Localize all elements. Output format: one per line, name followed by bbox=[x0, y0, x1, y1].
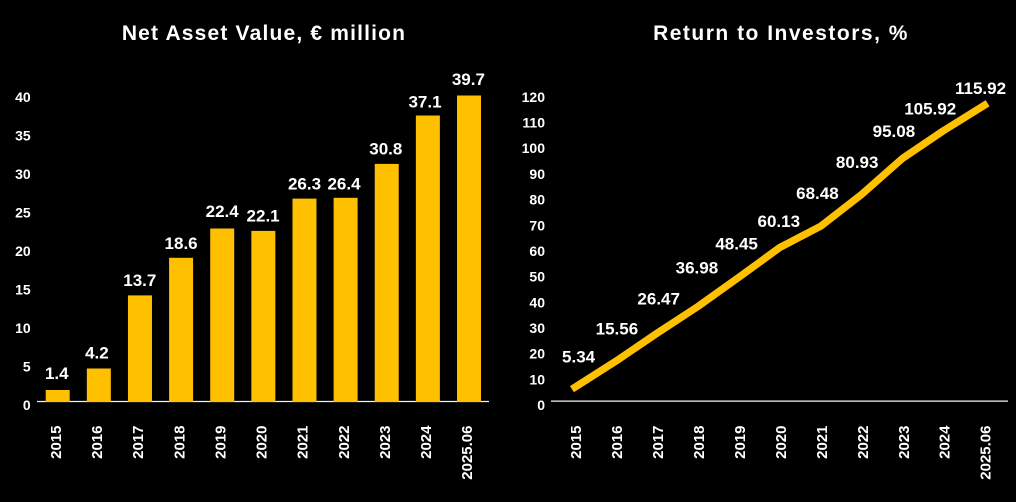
svg-text:36.98: 36.98 bbox=[676, 259, 719, 278]
svg-text:20: 20 bbox=[15, 243, 31, 259]
svg-text:2021: 2021 bbox=[295, 426, 312, 459]
svg-text:2019: 2019 bbox=[212, 426, 229, 459]
svg-text:70: 70 bbox=[529, 217, 545, 233]
svg-text:2020: 2020 bbox=[254, 426, 271, 459]
svg-text:80.93: 80.93 bbox=[836, 153, 879, 172]
svg-text:120: 120 bbox=[522, 89, 546, 105]
svg-text:0: 0 bbox=[537, 397, 545, 413]
svg-text:5.34: 5.34 bbox=[562, 347, 596, 366]
svg-text:1.4: 1.4 bbox=[45, 364, 69, 383]
svg-text:2019: 2019 bbox=[732, 426, 749, 459]
svg-text:2024: 2024 bbox=[937, 425, 954, 459]
svg-text:37.1: 37.1 bbox=[408, 92, 441, 111]
svg-text:10: 10 bbox=[529, 371, 545, 387]
svg-text:5: 5 bbox=[23, 358, 31, 374]
svg-text:2023: 2023 bbox=[896, 426, 913, 459]
svg-text:20: 20 bbox=[529, 346, 545, 362]
svg-text:15.56: 15.56 bbox=[596, 319, 639, 338]
svg-text:50: 50 bbox=[529, 269, 545, 285]
svg-text:26.3: 26.3 bbox=[288, 174, 321, 193]
svg-text:40: 40 bbox=[15, 89, 31, 105]
svg-text:2024: 2024 bbox=[418, 425, 435, 459]
svg-text:105.92: 105.92 bbox=[904, 100, 956, 119]
svg-text:25: 25 bbox=[15, 204, 31, 220]
svg-text:30.8: 30.8 bbox=[369, 140, 402, 159]
svg-text:110: 110 bbox=[522, 115, 545, 131]
svg-text:2018: 2018 bbox=[171, 426, 188, 459]
svg-text:13.7: 13.7 bbox=[123, 271, 156, 290]
svg-text:22.1: 22.1 bbox=[247, 206, 280, 225]
svg-text:26.47: 26.47 bbox=[637, 289, 680, 308]
svg-text:2017: 2017 bbox=[130, 426, 147, 459]
svg-text:2018: 2018 bbox=[691, 426, 708, 459]
svg-text:35: 35 bbox=[15, 127, 31, 143]
svg-text:2022: 2022 bbox=[336, 426, 353, 459]
svg-text:Net Asset Value, € million: Net Asset Value, € million bbox=[122, 22, 406, 45]
svg-text:2016: 2016 bbox=[89, 426, 106, 459]
svg-text:115.92: 115.92 bbox=[955, 79, 1006, 98]
svg-text:95.08: 95.08 bbox=[873, 122, 916, 141]
svg-text:100: 100 bbox=[522, 140, 546, 156]
svg-text:68.48: 68.48 bbox=[796, 184, 839, 203]
svg-text:2015: 2015 bbox=[48, 426, 65, 459]
svg-text:60: 60 bbox=[529, 243, 545, 259]
svg-text:15: 15 bbox=[15, 281, 31, 297]
svg-text:2016: 2016 bbox=[609, 426, 626, 459]
svg-text:2022: 2022 bbox=[855, 426, 872, 459]
svg-text:48.45: 48.45 bbox=[715, 234, 758, 253]
svg-text:Return to Investors, %: Return to Investors, % bbox=[653, 22, 909, 45]
svg-text:30: 30 bbox=[529, 320, 545, 336]
svg-text:2020: 2020 bbox=[773, 426, 790, 459]
svg-text:22.4: 22.4 bbox=[206, 202, 240, 221]
svg-text:2025.06: 2025.06 bbox=[978, 426, 995, 480]
svg-text:10: 10 bbox=[15, 320, 31, 336]
svg-text:4.2: 4.2 bbox=[85, 344, 109, 363]
svg-text:80: 80 bbox=[529, 192, 545, 208]
svg-text:0: 0 bbox=[23, 397, 31, 413]
svg-text:2023: 2023 bbox=[377, 426, 394, 459]
svg-text:26.4: 26.4 bbox=[327, 174, 361, 193]
svg-text:90: 90 bbox=[529, 166, 545, 182]
svg-text:30: 30 bbox=[15, 166, 31, 182]
svg-text:39.7: 39.7 bbox=[452, 70, 485, 89]
svg-text:2015: 2015 bbox=[568, 426, 585, 459]
svg-text:60.13: 60.13 bbox=[758, 212, 801, 231]
svg-text:2017: 2017 bbox=[650, 426, 667, 459]
svg-text:2021: 2021 bbox=[814, 426, 831, 459]
svg-text:2025.06: 2025.06 bbox=[459, 426, 476, 480]
svg-text:40: 40 bbox=[529, 294, 545, 310]
svg-text:18.6: 18.6 bbox=[165, 234, 198, 253]
